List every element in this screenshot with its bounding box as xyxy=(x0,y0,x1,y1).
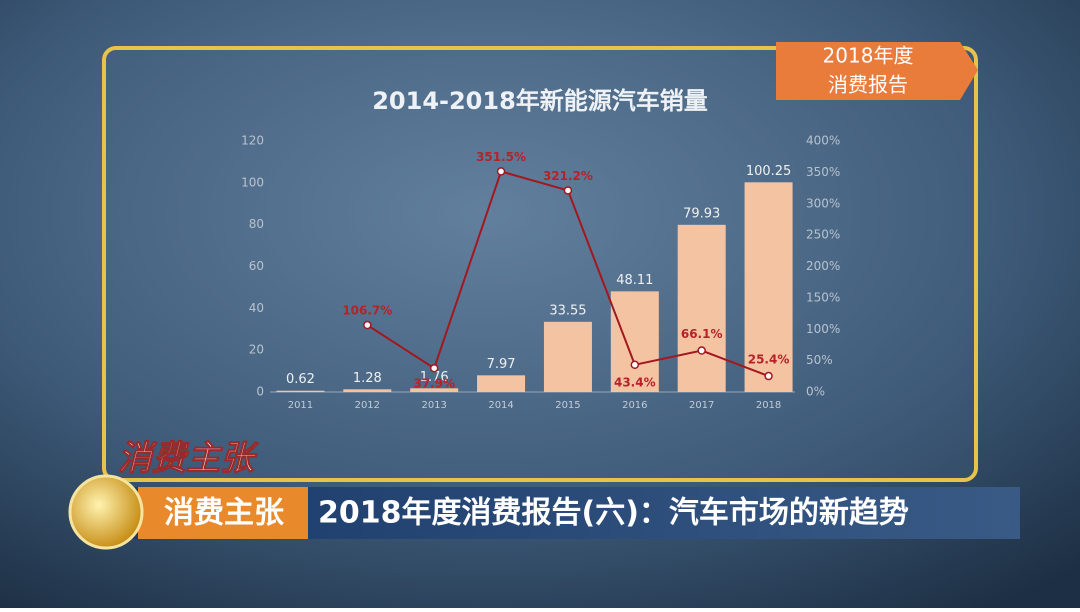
line-point xyxy=(496,167,506,176)
bar-label: 7.97 xyxy=(487,357,516,372)
x-tick-label: 2018 xyxy=(756,400,781,411)
x-tick-label: 2016 xyxy=(622,400,647,411)
y-tick-label: 40 xyxy=(249,301,264,315)
x-tick-label: 2014 xyxy=(488,400,513,411)
y2-tick-label: 150% xyxy=(806,290,840,304)
bar-label: 48.11 xyxy=(616,273,653,288)
banner-headline: 2018年度消费报告(六)：汽车市场的新趋势 xyxy=(318,496,909,531)
x-tick-label: 2011 xyxy=(288,400,313,411)
line-point xyxy=(764,371,773,381)
y-tick-label: 120 xyxy=(241,134,264,148)
line-point xyxy=(563,186,573,195)
y-tick-label: 0 xyxy=(256,385,264,399)
bar xyxy=(343,389,392,392)
x-tick-label: 2017 xyxy=(689,400,714,411)
y-tick-label: 100 xyxy=(241,175,264,189)
chart-title: 2014-2018年新能源汽车销量 xyxy=(372,87,708,115)
x-tick-label: 2013 xyxy=(421,400,446,411)
y-tick-label: 60 xyxy=(249,259,264,273)
x-tick-label: 2012 xyxy=(355,400,380,411)
logo: 消费主张 xyxy=(118,439,259,479)
bar-label: 79.93 xyxy=(683,206,720,221)
bar xyxy=(543,321,592,392)
y2-tick-label: 400% xyxy=(806,134,840,148)
bar-label: 100.25 xyxy=(746,164,792,179)
line-point xyxy=(363,320,372,330)
y2-tick-label: 100% xyxy=(806,322,840,336)
line-label: 37.9% xyxy=(413,377,455,391)
y-tick-label: 20 xyxy=(249,343,264,357)
bar xyxy=(610,291,659,392)
bar-label: 0.62 xyxy=(286,372,315,387)
line-label: 43.4% xyxy=(614,375,656,389)
bar xyxy=(410,388,459,392)
bar xyxy=(276,390,325,392)
line-point xyxy=(697,346,706,355)
bar-label: 1.28 xyxy=(353,371,382,386)
bar xyxy=(677,224,726,392)
banner-tag: 消费主张 xyxy=(164,496,284,531)
globe-logo xyxy=(68,474,144,550)
line-label: 25.4% xyxy=(748,353,790,367)
line-label: 321.2% xyxy=(543,169,593,183)
bar xyxy=(744,182,793,392)
line-label: 351.5% xyxy=(476,150,526,164)
bar-label: 1.76 xyxy=(420,370,449,385)
bar xyxy=(477,375,526,392)
line-point xyxy=(429,363,439,373)
banner-tag-box xyxy=(138,487,308,539)
y2-tick-label: 300% xyxy=(806,196,840,210)
y-tick-label: 80 xyxy=(249,217,264,231)
line-label: 106.7% xyxy=(342,304,392,318)
line-label: 66.1% xyxy=(681,327,723,341)
corner-badge xyxy=(776,42,978,100)
badge-line: 消费报告 xyxy=(828,73,908,97)
x-tick-label: 2015 xyxy=(555,400,580,411)
y2-tick-label: 200% xyxy=(806,259,840,273)
bar-label: 33.55 xyxy=(549,303,586,318)
badge-line: 2018年度 xyxy=(823,44,914,68)
y2-tick-label: 350% xyxy=(806,165,840,179)
y2-tick-label: 50% xyxy=(806,353,833,367)
plot: 0 20 40 60 80 100 120 0% 50% 100% 150% 200% 250% 300%… xyxy=(241,134,840,412)
y2-tick-label: 0% xyxy=(806,385,825,399)
y2-tick-label: 250% xyxy=(806,228,840,242)
line-point xyxy=(630,360,640,370)
